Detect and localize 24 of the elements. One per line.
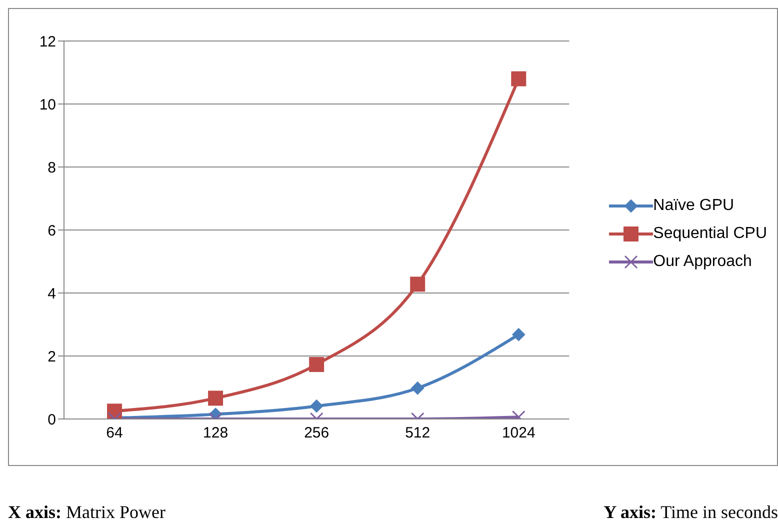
text: X axis: Matrix Power: [8, 502, 166, 522]
y-tick-label: 0: [48, 411, 56, 428]
x-tick-label: 128: [203, 424, 228, 442]
x-tick-label: 64: [106, 424, 123, 442]
point: [410, 276, 426, 292]
y-tick-label: 10: [39, 96, 56, 114]
point: [512, 328, 526, 342]
y-tick-label: 4: [48, 285, 56, 302]
y-tick-label: 6: [48, 222, 56, 240]
y-tick-label: 8: [48, 159, 56, 176]
point: [208, 390, 224, 406]
y-tick-label: 12: [39, 33, 56, 50]
text: Y axis: Time in seconds: [604, 502, 778, 522]
x-tick-label: 512: [405, 424, 430, 442]
point: [309, 357, 324, 372]
x-tick-label: 1024: [502, 424, 536, 442]
legend-label: Naïve GPU: [653, 197, 734, 215]
point: [511, 71, 526, 86]
legend-label: Sequential CPU: [653, 225, 767, 243]
y-tick-label: 2: [48, 348, 56, 366]
x-tick-label: 256: [304, 424, 330, 442]
legend-label: Our Approach: [653, 253, 752, 271]
point: [310, 400, 324, 413]
point: [411, 382, 424, 395]
